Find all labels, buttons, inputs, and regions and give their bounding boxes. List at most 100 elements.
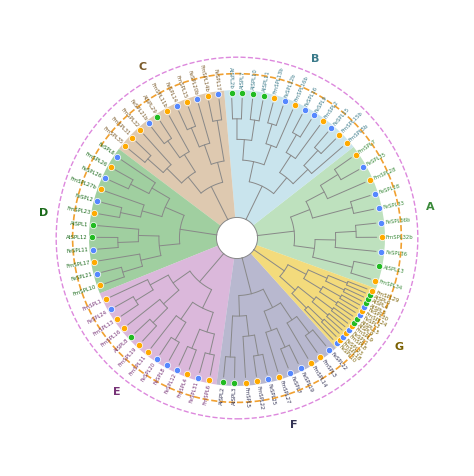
Text: FeSPL8: FeSPL8 bbox=[154, 367, 167, 386]
Text: AtSPL6: AtSPL6 bbox=[373, 294, 392, 306]
Text: FeSPL6: FeSPL6 bbox=[97, 142, 115, 157]
Text: FmSPL16: FmSPL16 bbox=[100, 329, 122, 348]
Text: AtSPL10: AtSPL10 bbox=[251, 68, 258, 90]
Text: FeSPL14: FeSPL14 bbox=[163, 81, 177, 104]
Text: FmSPL27: FmSPL27 bbox=[278, 380, 290, 405]
Text: FeSPL36: FeSPL36 bbox=[385, 250, 408, 257]
Text: FmSPL14b: FmSPL14b bbox=[199, 64, 209, 93]
Text: FeSPL1: FeSPL1 bbox=[351, 331, 368, 347]
Text: FmSPL1: FmSPL1 bbox=[82, 299, 103, 312]
Wedge shape bbox=[89, 149, 220, 293]
Text: F: F bbox=[290, 420, 298, 430]
Text: FmSPL24: FmSPL24 bbox=[364, 311, 388, 328]
Text: FmSPL4: FmSPL4 bbox=[176, 377, 188, 398]
Text: AtSPL5: AtSPL5 bbox=[369, 303, 388, 316]
Text: FeSPL9: FeSPL9 bbox=[314, 95, 328, 113]
Text: AtSPL13: AtSPL13 bbox=[383, 265, 405, 274]
Text: FmSPL18: FmSPL18 bbox=[341, 341, 362, 362]
Text: FeSPL30: FeSPL30 bbox=[366, 307, 388, 322]
Text: FmSPL19: FmSPL19 bbox=[118, 346, 138, 367]
Text: AtSPL1: AtSPL1 bbox=[70, 221, 89, 227]
Text: FeSPL22: FeSPL22 bbox=[330, 351, 348, 372]
Text: FeSPL21: FeSPL21 bbox=[71, 272, 93, 282]
Text: FmSPL13b: FmSPL13b bbox=[273, 67, 285, 95]
Text: AtSPL12: AtSPL12 bbox=[66, 235, 88, 240]
Text: A: A bbox=[426, 202, 434, 212]
Text: FmSPL23: FmSPL23 bbox=[66, 206, 91, 215]
Wedge shape bbox=[217, 253, 336, 386]
Text: FmSPL17: FmSPL17 bbox=[65, 260, 91, 269]
Text: FeSPL21b: FeSPL21b bbox=[128, 99, 148, 121]
Text: AtSPL7: AtSPL7 bbox=[240, 70, 246, 89]
Text: B: B bbox=[310, 54, 319, 64]
Text: E: E bbox=[113, 387, 120, 397]
Text: AtSPL15: AtSPL15 bbox=[359, 319, 380, 336]
Text: AtSPL8: AtSPL8 bbox=[113, 338, 130, 354]
Text: FeSPL35: FeSPL35 bbox=[366, 152, 387, 167]
Text: FeSPL26: FeSPL26 bbox=[80, 165, 102, 179]
Text: AtSPL4: AtSPL4 bbox=[371, 299, 390, 311]
Text: FmSPL29: FmSPL29 bbox=[375, 290, 399, 304]
Text: FmSPL9: FmSPL9 bbox=[354, 327, 373, 344]
Text: FmSPL5b: FmSPL5b bbox=[348, 123, 370, 142]
Text: G: G bbox=[394, 342, 403, 352]
Text: FeSPL7: FeSPL7 bbox=[289, 376, 301, 395]
Text: FmSPL35: FmSPL35 bbox=[101, 126, 123, 145]
Text: FeSPL23: FeSPL23 bbox=[344, 338, 364, 357]
Text: FeSPL31: FeSPL31 bbox=[189, 381, 200, 404]
Text: FmSPL2: FmSPL2 bbox=[323, 99, 340, 119]
Text: FmSPL13: FmSPL13 bbox=[92, 319, 115, 337]
Text: FmSPL11b: FmSPL11b bbox=[149, 82, 167, 109]
Text: FmSPL34: FmSPL34 bbox=[379, 279, 403, 291]
Text: FmSPL6: FmSPL6 bbox=[202, 384, 211, 406]
Text: AtSPL9: AtSPL9 bbox=[356, 323, 374, 338]
Text: FmSPL16b: FmSPL16b bbox=[294, 75, 310, 102]
Text: AtSPL11: AtSPL11 bbox=[262, 70, 271, 92]
Wedge shape bbox=[119, 90, 235, 226]
Text: FmSPL22: FmSPL22 bbox=[255, 385, 264, 410]
Wedge shape bbox=[253, 147, 385, 238]
Text: FmSPL10: FmSPL10 bbox=[73, 284, 97, 297]
Text: AtSPL2b: AtSPL2b bbox=[228, 67, 234, 89]
Wedge shape bbox=[251, 245, 376, 348]
Text: FeSPL17: FeSPL17 bbox=[212, 68, 220, 90]
Text: FmSPL32: FmSPL32 bbox=[119, 108, 139, 129]
Text: FeSPL12b: FeSPL12b bbox=[284, 72, 297, 98]
Text: FeSPL25: FeSPL25 bbox=[267, 383, 276, 406]
Text: FmSPL7: FmSPL7 bbox=[357, 138, 377, 154]
Wedge shape bbox=[256, 238, 385, 288]
Text: FmSPL15: FmSPL15 bbox=[174, 75, 188, 99]
Text: FeSPL12: FeSPL12 bbox=[164, 373, 177, 395]
Wedge shape bbox=[224, 90, 354, 225]
Text: FeSPL2: FeSPL2 bbox=[74, 193, 93, 202]
Text: FmSPL14: FmSPL14 bbox=[310, 365, 327, 388]
Text: FmSPL28: FmSPL28 bbox=[373, 167, 397, 181]
Text: C: C bbox=[138, 62, 146, 72]
Text: FmSPL27b: FmSPL27b bbox=[70, 177, 98, 190]
Text: FmSPL5: FmSPL5 bbox=[244, 387, 250, 408]
Text: FmSPL15b: FmSPL15b bbox=[340, 111, 364, 134]
Text: FmSPL32b: FmSPL32b bbox=[386, 235, 414, 240]
Text: FeSPL10: FeSPL10 bbox=[337, 345, 356, 364]
Text: FeSPL20: FeSPL20 bbox=[140, 361, 157, 382]
Text: FmSPL31: FmSPL31 bbox=[110, 117, 131, 137]
Text: FeSPL24: FeSPL24 bbox=[87, 309, 109, 325]
Text: FeSPL20b: FeSPL20b bbox=[186, 69, 198, 96]
Text: FeSPL28: FeSPL28 bbox=[378, 184, 401, 195]
Text: FeSPL16: FeSPL16 bbox=[304, 86, 319, 108]
Text: AtSPL2: AtSPL2 bbox=[219, 386, 225, 405]
Text: FmSPL8: FmSPL8 bbox=[347, 334, 366, 352]
Text: FeSPL36b: FeSPL36b bbox=[385, 217, 410, 225]
Text: FeSPL11: FeSPL11 bbox=[66, 248, 89, 254]
Text: FmSPL26: FmSPL26 bbox=[84, 151, 108, 168]
Text: D: D bbox=[39, 208, 48, 218]
Text: FeSPL15: FeSPL15 bbox=[332, 107, 350, 127]
Text: AtSPL29: AtSPL29 bbox=[141, 94, 157, 115]
Text: FeSPL19: FeSPL19 bbox=[300, 371, 314, 393]
Text: FeSPL33: FeSPL33 bbox=[382, 200, 405, 210]
Text: FmSPL11: FmSPL11 bbox=[128, 354, 147, 376]
Text: FeSPL3: FeSPL3 bbox=[362, 315, 380, 329]
Text: AtSPL3: AtSPL3 bbox=[232, 387, 237, 405]
Text: FmSPL3: FmSPL3 bbox=[320, 358, 337, 378]
Wedge shape bbox=[100, 246, 234, 385]
